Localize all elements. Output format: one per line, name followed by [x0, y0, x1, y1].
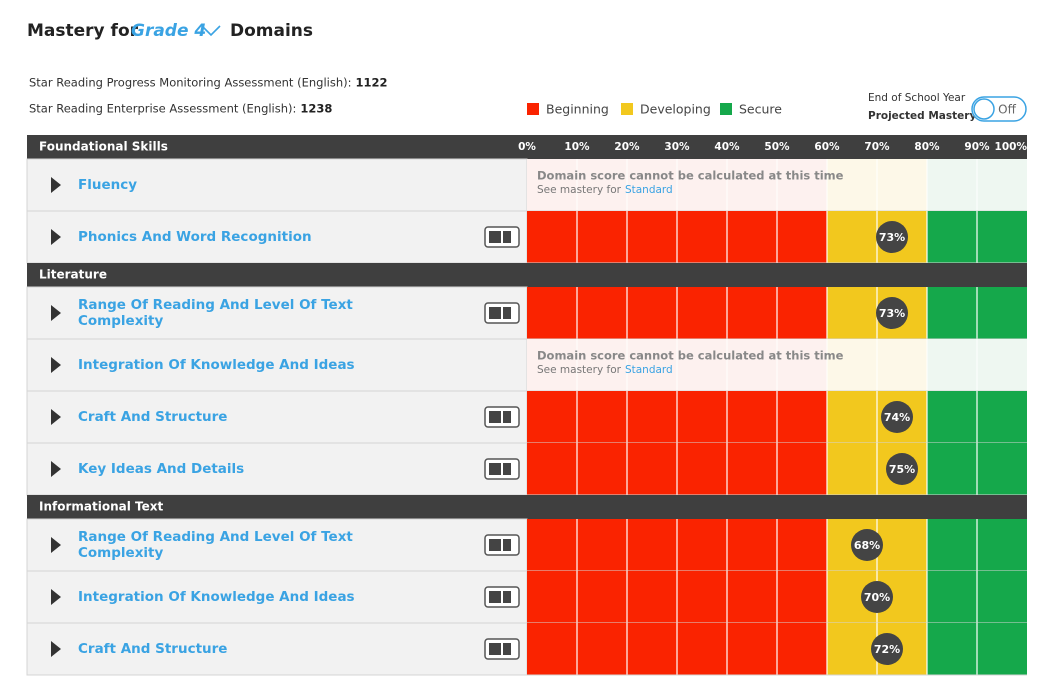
legend-swatch [621, 103, 633, 115]
standard-link[interactable]: Standard [625, 184, 673, 196]
legend-swatch [527, 103, 539, 115]
score-label: 70% [864, 591, 890, 604]
scale-tick-label: 30% [664, 141, 690, 153]
scale-tick-label: 70% [864, 141, 890, 153]
see-mastery: See mastery for [537, 364, 622, 376]
scale-tick-label: 90% [964, 141, 990, 153]
toggle-caption-bold: Projected Mastery [868, 110, 976, 122]
detail-toggle-icon-part [489, 231, 501, 243]
dropdown-chevron[interactable] [201, 25, 221, 37]
toggle-state[interactable]: Off [998, 103, 1016, 117]
detail-toggle-icon-part [503, 539, 511, 551]
scale-tick-label: 0% [518, 141, 536, 153]
detail-toggle-icon-part [489, 539, 501, 551]
score-bubble [871, 633, 903, 665]
domain-name[interactable]: Craft And Structure [78, 641, 227, 657]
detail-toggle-icon-part [489, 643, 501, 655]
legend-label: Developing [640, 102, 711, 117]
detail-toggle-icon-part [503, 463, 511, 475]
detail-toggle-icon-part [503, 411, 511, 423]
expand-arrow[interactable] [51, 461, 61, 477]
section-title: Foundational Skills [39, 140, 168, 154]
score-label: 73% [879, 307, 905, 320]
domain-name[interactable]: Range Of Reading And Level Of Text Comple… [78, 529, 353, 561]
detail-toggle-icon-part [503, 643, 511, 655]
domain-row [26, 390, 528, 444]
expand-arrow[interactable] [51, 641, 61, 657]
unavailable-message: Domain score cannot be calculated at thi… [537, 349, 844, 363]
domain-name[interactable]: Integration Of Knowledge And Ideas [78, 357, 355, 373]
assessment-score: 1238 [300, 102, 332, 116]
score-bubble [876, 221, 908, 253]
detail-toggle-icon-part [489, 591, 501, 603]
domain-name[interactable]: Fluency [78, 177, 137, 193]
section-title: Literature [39, 268, 107, 282]
expand-arrow[interactable] [51, 589, 61, 605]
standard-link[interactable]: Standard [625, 364, 673, 376]
assessment-label: Star Reading Progress Monitoring Assessm… [29, 76, 351, 90]
see-mastery: See mastery for [537, 184, 622, 196]
detail-toggle-icon-part [503, 591, 511, 603]
legend-label: Secure [739, 102, 782, 117]
scale-tick-label: 40% [714, 141, 740, 153]
scale-tick-label: 10% [564, 141, 590, 153]
domain-name[interactable]: Key Ideas And Details [78, 461, 244, 477]
detail-toggle-icon-part [503, 231, 511, 243]
unavailable-message: Domain score cannot be calculated at thi… [537, 169, 844, 183]
title-prefix: Mastery for [27, 21, 139, 41]
expand-arrow[interactable] [51, 305, 61, 321]
section-header [27, 135, 1027, 159]
assessment-score: 1122 [355, 76, 387, 90]
scale-tick-label: 80% [914, 141, 940, 153]
score-label: 73% [879, 231, 905, 244]
section-header [27, 263, 1027, 287]
detail-toggle-icon-part [489, 307, 501, 319]
score-label: 72% [874, 643, 900, 656]
assessment-label: Star Reading Enterprise Assessment (Engl… [29, 102, 296, 116]
detail-toggle-icon-part [489, 463, 501, 475]
domain-row [26, 570, 528, 624]
domain-row [26, 286, 528, 340]
domain-row [26, 442, 528, 496]
title-suffix: Domains [230, 21, 313, 41]
legend-swatch [720, 103, 732, 115]
detail-toggle-icon-part [503, 307, 511, 319]
expand-arrow[interactable] [51, 409, 61, 425]
legend-label: Beginning [546, 102, 609, 117]
score-label: 74% [884, 411, 910, 424]
domain-row [26, 210, 528, 264]
domain-name[interactable]: Integration Of Knowledge And Ideas [78, 589, 355, 605]
expand-arrow[interactable] [51, 537, 61, 553]
score-bubble [886, 453, 918, 485]
section-header [27, 495, 1027, 519]
score-bubble [861, 581, 893, 613]
score-bubble [851, 529, 883, 561]
scale-tick-label: 50% [764, 141, 790, 153]
domain-row [26, 622, 528, 676]
scale-tick-label: 20% [614, 141, 640, 153]
score-bubble [881, 401, 913, 433]
section-title: Informational Text [39, 500, 163, 514]
grade-select[interactable]: Grade 4 [131, 21, 206, 41]
domain-name[interactable]: Craft And Structure [78, 409, 227, 425]
domain-name[interactable]: Phonics And Word Recognition [78, 229, 312, 245]
toggle-caption: End of School Year [868, 92, 966, 104]
score-label: 75% [889, 463, 915, 476]
domain-row [26, 518, 528, 572]
detail-toggle-icon-part [489, 411, 501, 423]
expand-arrow[interactable] [51, 229, 61, 245]
toggle-knob[interactable] [973, 98, 995, 120]
expand-arrow[interactable] [51, 177, 61, 193]
score-label: 68% [854, 539, 880, 552]
domain-row [26, 338, 528, 392]
score-bubble [876, 297, 908, 329]
scale-tick-label: 60% [814, 141, 840, 153]
expand-arrow[interactable] [51, 357, 61, 373]
scale-tick-label: 100% [995, 141, 1028, 153]
domain-name[interactable]: Range Of Reading And Level Of Text Comple… [78, 297, 353, 329]
